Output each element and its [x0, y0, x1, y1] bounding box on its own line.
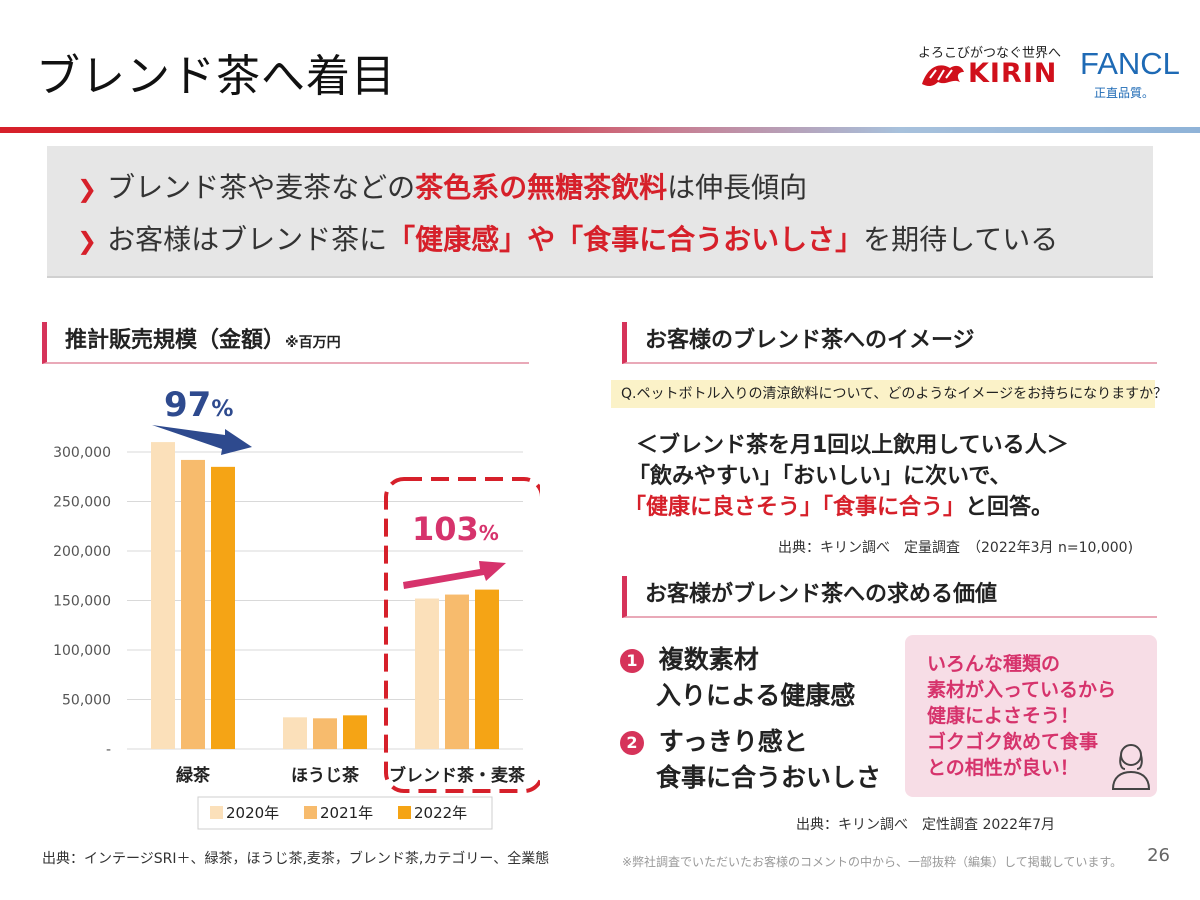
bar [211, 466, 235, 749]
survey-question: Q.ペットボトル入りの清涼飲料について、どのようなイメージをお持ちになりますか？ [611, 380, 1167, 408]
y-tick-label: - [106, 742, 111, 758]
answer-text: と回答。 [965, 495, 1054, 520]
bullet-text: お客様はブレンド茶に [107, 223, 388, 256]
legend-swatch [304, 806, 317, 819]
customer-comment-box: いろんな種類の 素材が入っているから 健康によさそう！ ゴクゴク飲めて食事 との… [905, 635, 1157, 797]
x-tick-label: ほうじ茶 [291, 765, 360, 786]
bar [415, 598, 439, 749]
bar [343, 715, 367, 749]
bar [283, 717, 307, 749]
legend-label: 2021年 [320, 804, 373, 822]
answer-highlight: 「健康に良さそう」「食事に合う」 [624, 495, 966, 520]
value-item-2-line-2: 食事に合うおいしさ [656, 763, 882, 792]
y-tick-label: 300,000 [53, 445, 111, 461]
bar [445, 594, 469, 749]
legend-label: 2022年 [414, 804, 467, 822]
legend-swatch [210, 806, 223, 819]
bar [313, 718, 337, 749]
value-section-heading: お客様がブレンド茶への求める価値 [622, 576, 1157, 618]
x-tick-label: ブレンド茶・麦茶 [389, 765, 526, 786]
comment-line: ゴクゴク飲めて食事 [927, 731, 1099, 753]
chart-legend [197, 796, 493, 830]
y-tick-label: 150,000 [53, 594, 111, 610]
answer-line-1: ＜ブレンド茶を月1回以上飲用している人＞ [636, 433, 1069, 458]
value-item-1-line-2: 入りによる健康感 [656, 681, 856, 710]
bullet-text: は伸長傾向 [667, 171, 808, 204]
bullet-highlight: 「健康感」や「食事に合うおいしさ」 [387, 223, 864, 256]
person-icon [1111, 744, 1151, 790]
image-section-heading: お客様のブレンド茶へのイメージ [622, 322, 1157, 364]
summary-bullet-2: ❯ お客様はブレンド茶に「健康感」や「食事に合うおいしさ」を期待している [77, 218, 1058, 258]
y-tick-label: 250,000 [53, 495, 111, 511]
growth-label-greentea: 97% [164, 385, 233, 425]
page-title: ブレンド茶へ着目 [36, 51, 396, 102]
customer-comment: いろんな種類の 素材が入っているから 健康によさそう！ ゴクゴク飲めて食事 との… [927, 651, 1116, 781]
chevron-right-icon: ❯ [77, 227, 98, 255]
fancl-tagline: 正直品質。 [1094, 86, 1155, 100]
answer-line-2: 「飲みやすい」「おいしい」に次いで、 [628, 464, 1012, 489]
bar [151, 442, 175, 749]
chart-unit: ※百万円 [285, 335, 341, 351]
growth-label-blend: 103% [412, 510, 499, 548]
comment-line: との相性が良い！ [927, 757, 1079, 779]
fancl-logo: FANCL [1080, 46, 1180, 81]
chart-source: 出典：インテージSRI＋、緑茶，ほうじ茶,麦茶，ブレンド茶,カテゴリー、全業態 [42, 851, 550, 867]
value-source: 出典：キリン調べ 定性調査 2022年7月 [796, 817, 1055, 833]
chart-section-heading: 推計販売規模（金額）※百万円 [42, 322, 529, 364]
bar [475, 589, 499, 749]
bullet-text: を期待している [863, 223, 1059, 256]
summary-box: ❯ ブレンド茶や麦茶などの茶色系の無糖茶飲料は伸長傾向 ❯ お客様はブレンド茶に「健… [47, 146, 1153, 276]
bar [181, 459, 205, 749]
kirin-logo: KIRIN [968, 58, 1058, 89]
image-source: 出典：キリン調べ 定量調査 （2022年3月 n=10,000) [778, 540, 1134, 556]
page-number: 26 [1147, 845, 1170, 866]
y-tick-label: 200,000 [53, 544, 111, 560]
comment-line: 素材が入っているから [927, 679, 1117, 701]
up-arrow-icon [403, 561, 506, 589]
value-item-2: 2 すっきり感と [620, 724, 808, 760]
footer-note: ※弊社調査でいただいたお客様のコメントの中から、一部抜粋（編集）して掲載していま… [622, 855, 1123, 869]
comment-line: いろんな種類の [927, 653, 1061, 675]
bullet-highlight: 茶色系の無糖茶飲料 [415, 171, 668, 204]
number-2-icon: 2 [620, 731, 644, 755]
value-item-2-line-1: すっきり感と [658, 727, 808, 756]
chevron-right-icon: ❯ [77, 175, 98, 203]
number-1-icon: 1 [620, 649, 644, 673]
bullet-text: ブレンド茶や麦茶などの [107, 171, 416, 204]
legend-swatch [398, 806, 411, 819]
header-divider [0, 127, 1200, 133]
comment-line: 健康によさそう！ [927, 705, 1080, 727]
down-arrow-icon [152, 425, 252, 455]
kirin-logo-icon [922, 65, 964, 86]
kirin-tagline: よろこびがつなぐ世界へ [918, 46, 1062, 61]
legend-label: 2020年 [226, 804, 279, 822]
x-tick-label: 緑茶 [176, 765, 211, 786]
value-item-1-line-1: 複数素材 [658, 645, 759, 674]
summary-bullet-1: ❯ ブレンド茶や麦茶などの茶色系の無糖茶飲料は伸長傾向 [77, 166, 807, 206]
value-item-1: 1 複数素材 [620, 642, 759, 678]
highlight-dashed-frame [384, 477, 540, 793]
answer-line-3: 「健康に良さそう」「食事に合う」と回答。 [624, 489, 1053, 521]
y-tick-label: 50,000 [62, 693, 111, 709]
y-tick-label: 100,000 [53, 643, 111, 659]
sales-bar-chart: - 50,000 100,000 150,000 200,000 250,000 300,0… [53, 385, 540, 830]
chart-section-title: 推計販売規模（金額） [65, 328, 286, 353]
